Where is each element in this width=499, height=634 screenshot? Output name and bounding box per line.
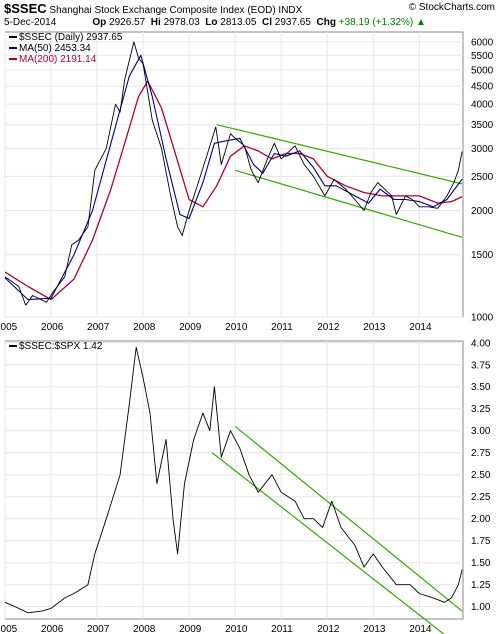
panel-1-y-tick-label: 3500 (471, 120, 494, 131)
panel-2-x-tick-label: 2007 (87, 624, 110, 634)
close-value: 2937.65 (274, 17, 311, 28)
panel-1-y-tick-label: 6000 (471, 37, 494, 48)
series-price (4, 41, 463, 306)
panel-1-y-tick-label: 5000 (471, 65, 494, 76)
close-label: Cl (262, 17, 272, 28)
panel-1-x-tick-label: 2013 (363, 322, 386, 333)
low-value: 2813.05 (220, 17, 257, 28)
high-label: Hi (150, 17, 161, 28)
panel-2-y-tick-label: 3.75 (471, 360, 491, 371)
high-value: 2978.03 (163, 17, 200, 28)
panel-1-y-tick-label: 4500 (471, 82, 494, 93)
panel-2-x-tick-label: 2012 (317, 624, 340, 634)
legend-entry: $SSEC:$SPX 1.42 (19, 341, 103, 352)
legend-entry: MA(50) 2453.34 (19, 43, 91, 54)
panel-2-y-tick-label: 2.00 (471, 514, 491, 525)
panel-1-y-tick-label: 3000 (471, 144, 494, 155)
series-ma200 (4, 80, 463, 301)
panel-1-x-tick-label: 2006 (41, 322, 64, 333)
index-name: Shanghai Stock Exchange Composite Index … (49, 5, 303, 16)
legend-entry: MA(200) 2191.14 (19, 54, 97, 65)
open-value: 2926.57 (109, 17, 146, 28)
panel-2-y-tick-label: 1.00 (471, 602, 491, 613)
panel-2-x-tick-label: 2014 (409, 624, 432, 634)
series-ma50 (4, 54, 463, 301)
panel-1-x-tick-label: 2007 (87, 322, 110, 333)
legend-entry: $SSEC (Daily) 2937.65 (19, 32, 123, 43)
panel-1-y-tick-label: 4000 (471, 100, 494, 111)
panel-2-channel-line (211, 452, 445, 634)
panel-1-frame (4, 31, 464, 318)
panel-2-channel-line (234, 425, 463, 612)
panel-1-y-tick-label: 2500 (471, 172, 494, 183)
panel-2-y-tick-label: 4.00 (471, 338, 491, 349)
chart-title: $SSEC Shanghai Stock Exchange Composite … (4, 1, 302, 16)
panel-1-y-tick-label: 2000 (471, 206, 494, 217)
series-ratio (4, 346, 463, 614)
up-arrow-icon: ▲ (416, 17, 426, 28)
panel-1-x-tick-label: 2014 (409, 322, 432, 333)
panel-2-y-tick-label: 2.75 (471, 448, 491, 459)
panel-2-y-tick-label: 3.25 (471, 404, 491, 415)
panel-2-y-tick-label: 2.50 (471, 470, 491, 481)
chg-value: +38.19 (+1.32%) (338, 17, 414, 28)
panel-2-x-tick-label: 2013 (363, 624, 386, 634)
watermark: © StockCharts.com (408, 2, 495, 13)
panel-1-x-tick-label: 2005 (0, 322, 18, 333)
panel-2-y-tick-label: 2.25 (471, 492, 491, 503)
panel-2-y-tick-label: 1.25 (471, 580, 491, 591)
panel-1-y-tick-label: 1500 (471, 250, 494, 261)
panel-2-y-tick-label: 1.75 (471, 536, 491, 547)
open-label: Op (92, 17, 107, 28)
panel-2-x-tick-label: 2010 (225, 624, 248, 634)
quote-date: 5-Dec-2014 (4, 17, 57, 28)
quote-line: 5-Dec-2014 Op 2926.57 Hi 2978.03 Lo 2813… (4, 17, 426, 28)
chg-label: Chg (316, 17, 336, 28)
low-label: Lo (205, 17, 218, 28)
panel-2-x-tick-label: 2005 (0, 624, 18, 634)
panel-2-x-tick-label: 2011 (271, 624, 293, 634)
panel-1-x-tick-label: 2012 (317, 322, 340, 333)
panel-1-channel-line (234, 169, 463, 238)
panel-2-y-tick-label: 3.00 (471, 426, 491, 437)
panel-2-x-tick-label: 2008 (133, 624, 156, 634)
panel-1-y-tick-label: 1000 (471, 313, 494, 324)
panel-2-x-tick-label: 2006 (41, 624, 64, 634)
panel-1-x-tick-label: 2011 (271, 322, 293, 333)
panel-1-y-tick-label: 5500 (471, 51, 494, 62)
panel-2-frame (4, 340, 464, 620)
panel-1-x-tick-label: 2010 (225, 322, 248, 333)
panel-2-y-tick-label: 3.50 (471, 382, 491, 393)
panel-2-x-tick-label: 2009 (179, 624, 202, 634)
panel-1-x-tick-label: 2008 (133, 322, 156, 333)
panel-2-y-tick-label: 1.50 (471, 558, 491, 569)
panel-1-channel-line (216, 124, 463, 185)
panel-1-x-tick-label: 2009 (179, 322, 202, 333)
symbol-label: $SSEC (4, 1, 47, 16)
